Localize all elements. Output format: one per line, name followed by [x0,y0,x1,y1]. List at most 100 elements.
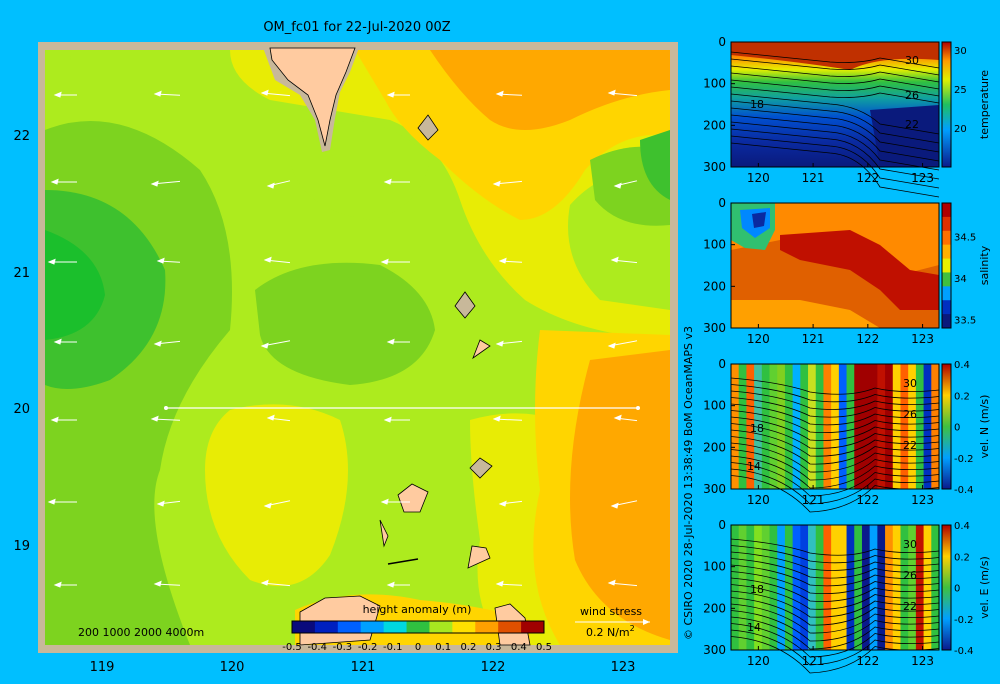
velocity-column [784,364,794,489]
y-tick-label: 300 [703,643,726,657]
velocity-contour [730,538,940,556]
velocity-column [754,525,763,650]
velocity-column [731,525,740,650]
contour-label: 26 [903,408,917,421]
x-tick-label: 123 [911,493,934,507]
colorbar-swatch [337,621,362,633]
x-tick-label: 119 [90,660,115,675]
colorbar-tick-label: 0.1 [435,642,451,653]
wind-legend-unit: 0.2 N/m2 [586,624,635,639]
wind-arrow [53,338,77,345]
wind-arrow [386,91,410,98]
wind-arrow [53,581,77,588]
vel-e-axes-box [730,524,940,651]
colorbar-border [291,620,545,634]
wind-arrow [50,416,77,423]
velocity-column [823,364,832,489]
velocity-contour [730,629,940,666]
panel-colorbar-label: salinity [978,245,991,285]
velocity-column [923,364,932,489]
wind-arrow [613,180,638,189]
height-anomaly-field [45,50,670,645]
velocity-column [792,525,801,650]
velocity-contour [730,429,940,457]
panel-colorbar [941,41,952,168]
contour-label: 22 [903,600,917,613]
wind-arrow [495,580,523,587]
y-tick-label: 100 [703,77,726,91]
wind-arrow [383,178,410,185]
velocity-column [800,364,809,489]
wind-arrow [498,500,523,507]
colorbar-swatch [429,621,453,633]
velocity-column [861,364,871,489]
wind-arrow [150,415,181,422]
panel-colorbar-swatch [942,216,951,232]
wind-arrow [610,500,638,509]
temperature-contours: 30 26 22 18 [730,51,940,198]
velocity-column [846,364,855,489]
velocity-contour [730,603,940,634]
wind-arrow [266,414,291,422]
wind-arrow [47,498,77,505]
panel-colorbar [941,363,952,490]
velocity-column [808,364,817,489]
velocity-contour [730,377,940,395]
panel-colorbar-tick: 0.2 [954,552,970,563]
temperature-warm-layer [731,42,939,70]
contour-label: 14 [747,621,761,634]
velocity-column [815,364,825,489]
map-y-axis: 22 21 20 19 [13,129,30,554]
velocity-column [892,364,902,489]
vel-n-panel: 30 26 22 18 14 [730,363,940,513]
panel-colorbar-label: vel. E (m/s) [978,556,991,619]
velocity-column [761,525,771,650]
velocity-contour [730,545,940,564]
wind-stress-arrows [47,89,638,588]
velocity-column [831,525,840,650]
section-panels: 30 26 22 18 30 26 22 18 14 [703,35,991,674]
vel-e-contours: 30 26 22 18 14 [730,538,940,674]
wind-stress-legend: wind stress 0.2 N/m2 [575,605,650,639]
wind-arrow [492,180,523,187]
velocity-contour [730,558,940,579]
wind-arrow [156,257,181,264]
wind-arrow [386,338,410,345]
y-tick-label: 100 [703,238,726,252]
wind-arrow [495,90,523,97]
y-tick-label: 0 [718,35,726,49]
panel-colorbar-swatch [942,314,951,329]
velocity-column [815,525,825,650]
temperature-contour [730,100,940,144]
colorbar-swatch [292,621,316,633]
x-tick-label: 123 [911,171,934,185]
velocity-column [931,525,940,650]
panel-colorbar-tick: -0.4 [954,646,974,657]
temperature-contour [730,128,940,180]
x-tick-label: 122 [856,171,879,185]
wind-arrow [610,256,638,264]
colorbar-tick-label: 0.2 [460,642,476,653]
velocity-column [831,364,840,489]
section-end-marker [636,406,640,410]
velocity-contour [730,564,940,587]
velocity-contour [730,571,940,595]
temperature-contour [730,93,940,135]
vel-n-axes-box [730,363,940,490]
colorbar-swatch [452,621,476,633]
wind-arrow [498,257,523,264]
y-tick-label: 100 [703,560,726,574]
velocity-column [746,525,755,650]
velocity-column [923,525,932,650]
x-tick-label: 122 [481,660,506,675]
x-tick-label: 123 [611,660,636,675]
velocity-column [754,364,763,489]
wind-arrow [492,415,523,422]
wind-arrow [150,180,181,187]
velocity-contour [730,597,940,626]
vel-n-contours: 30 26 22 18 14 [730,377,940,513]
panel-colorbar-tick: 0.4 [954,360,970,371]
panel-colorbar-swatch [942,244,951,260]
velocity-column [854,364,863,489]
wind-arrow [380,258,410,265]
